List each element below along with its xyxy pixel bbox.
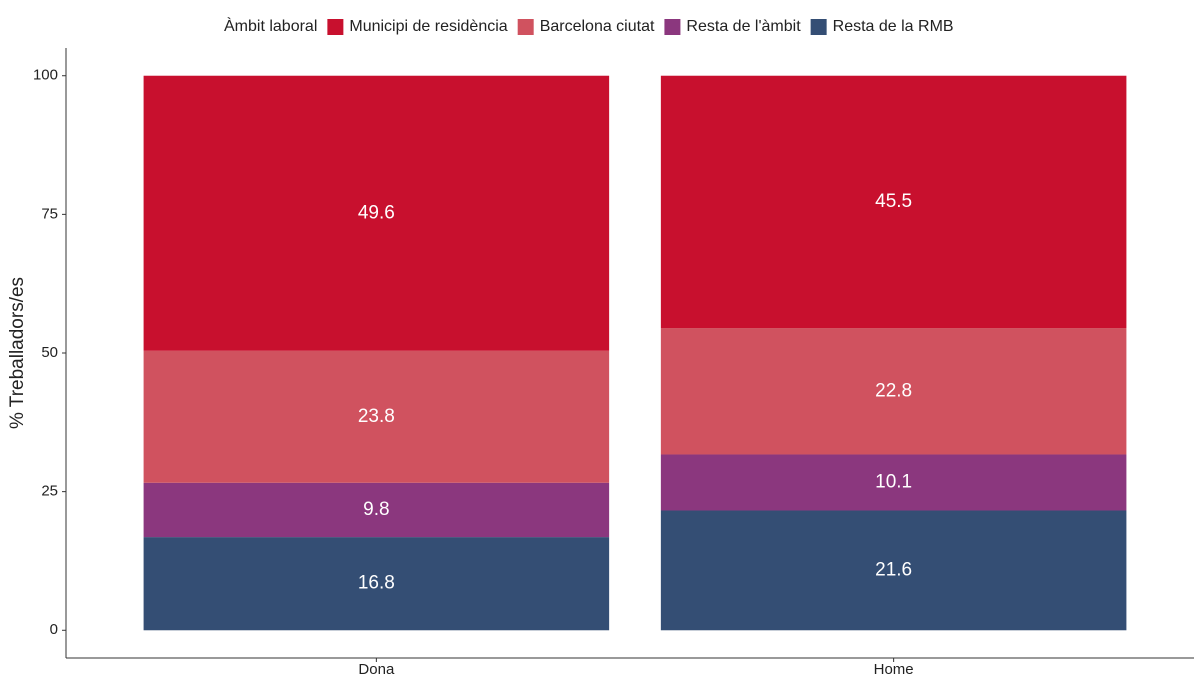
legend-label: Municipi de residència [349, 18, 507, 35]
bar-segment [143, 537, 610, 631]
y-tick-label: 75 [41, 205, 58, 222]
data-label: 49.6 [358, 202, 395, 223]
data-label: 23.8 [358, 406, 395, 427]
bar-segment [143, 75, 610, 351]
y-axis-label: % Treballadors/es [7, 277, 28, 429]
y-tick-label: 100 [33, 67, 58, 84]
legend-label: Barcelona ciutat [540, 18, 655, 35]
x-tick-label: Home [874, 661, 914, 677]
bar-segment [660, 454, 1127, 511]
data-label: 22.8 [875, 380, 912, 401]
legend-label: Resta de la RMB [833, 18, 954, 35]
bar-segment [143, 350, 610, 483]
legend-swatch [517, 19, 534, 35]
legend-title: Àmbit laboral [224, 16, 317, 35]
data-label: 45.5 [875, 191, 912, 212]
legend-swatch [810, 19, 827, 35]
legend-swatch [327, 19, 344, 35]
y-tick-label: 50 [41, 344, 58, 361]
y-tick-label: 0 [50, 621, 58, 638]
data-label: 21.6 [875, 559, 912, 580]
legend-swatch [664, 19, 681, 35]
bar-segment [660, 75, 1127, 329]
data-label: 9.8 [363, 499, 389, 520]
bar-segment [143, 482, 610, 538]
data-label: 10.1 [875, 472, 912, 493]
data-label: 16.8 [358, 573, 395, 594]
legend-label: Resta de l'àmbit [686, 18, 801, 35]
x-tick-label: Dona [358, 661, 395, 677]
bar-segment [660, 510, 1127, 631]
y-tick-label: 25 [41, 483, 58, 500]
bar-segment [660, 328, 1127, 455]
